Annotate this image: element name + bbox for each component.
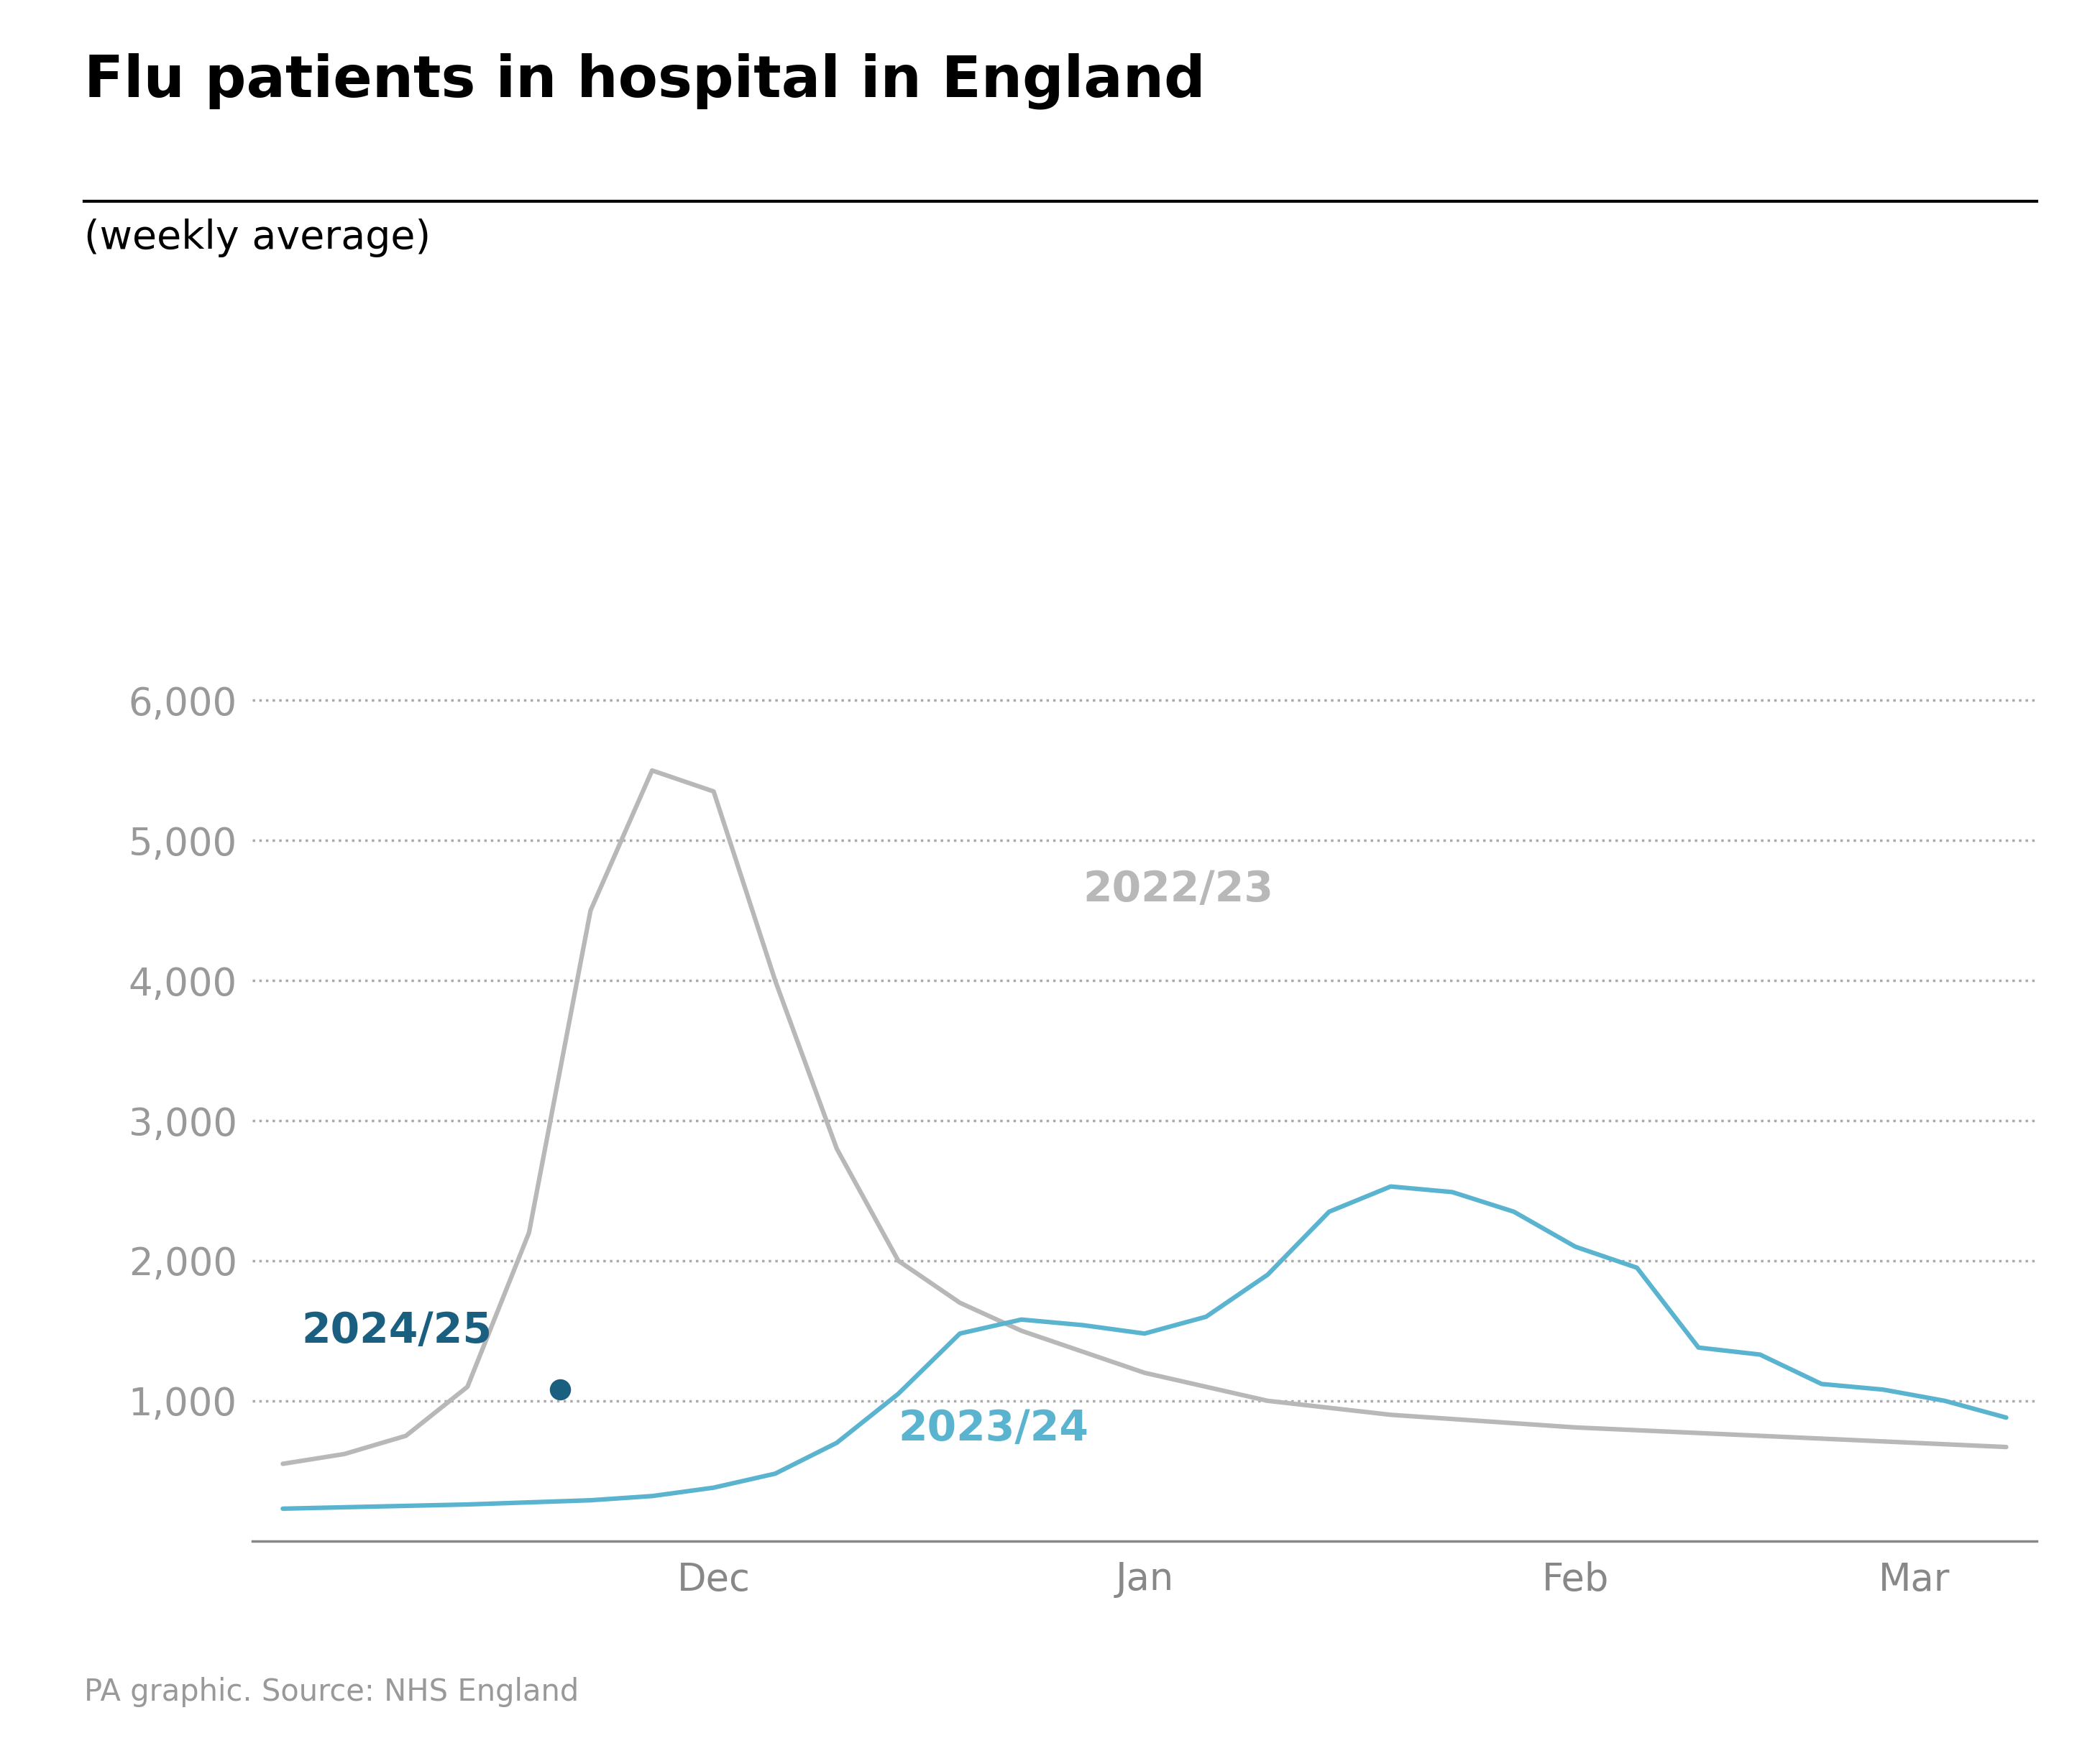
Text: 2023/24: 2023/24 xyxy=(899,1408,1088,1450)
Text: 2024/25: 2024/25 xyxy=(300,1310,491,1352)
Text: PA graphic. Source: NHS England: PA graphic. Source: NHS England xyxy=(84,1677,580,1707)
Text: (weekly average): (weekly average) xyxy=(84,219,430,257)
Point xyxy=(544,1376,578,1404)
Text: 2022/23: 2022/23 xyxy=(1084,868,1273,911)
Text: Flu patients in hospital in England: Flu patients in hospital in England xyxy=(84,53,1205,109)
